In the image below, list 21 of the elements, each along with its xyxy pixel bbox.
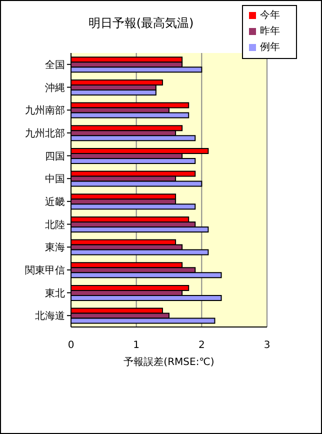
y-tick-label: 北陸 <box>45 218 65 231</box>
legend-label: 今年 <box>260 10 280 21</box>
chart-title: 明日予報(最高気温) <box>88 16 194 30</box>
x-tick-label: 0 <box>68 340 74 352</box>
y-tick-label: 北海道 <box>35 310 65 322</box>
y-tick-label: 中国 <box>45 173 65 186</box>
x-tick-label: 3 <box>264 340 270 352</box>
y-tick-label: 東海 <box>45 242 65 254</box>
y-tick-label: 九州北部 <box>25 127 65 140</box>
legend-label: 例年 <box>260 42 280 53</box>
x-axis-title: 予報誤差(RMSE:℃) <box>124 356 214 368</box>
y-tick-label: 沖縄 <box>45 82 65 94</box>
y-tick-label: 近畿 <box>45 196 65 208</box>
y-tick-label: 九州南部 <box>25 104 65 117</box>
y-tick-label: 関東甲信 <box>25 264 65 276</box>
x-tick-label: 1 <box>133 340 140 352</box>
legend-label: 昨年 <box>260 26 280 37</box>
y-tick-label: 四国 <box>45 151 65 162</box>
x-tick-label: 2 <box>198 340 205 352</box>
y-tick-label: 東北 <box>45 287 65 300</box>
y-tick-label: 全国 <box>45 58 65 71</box>
